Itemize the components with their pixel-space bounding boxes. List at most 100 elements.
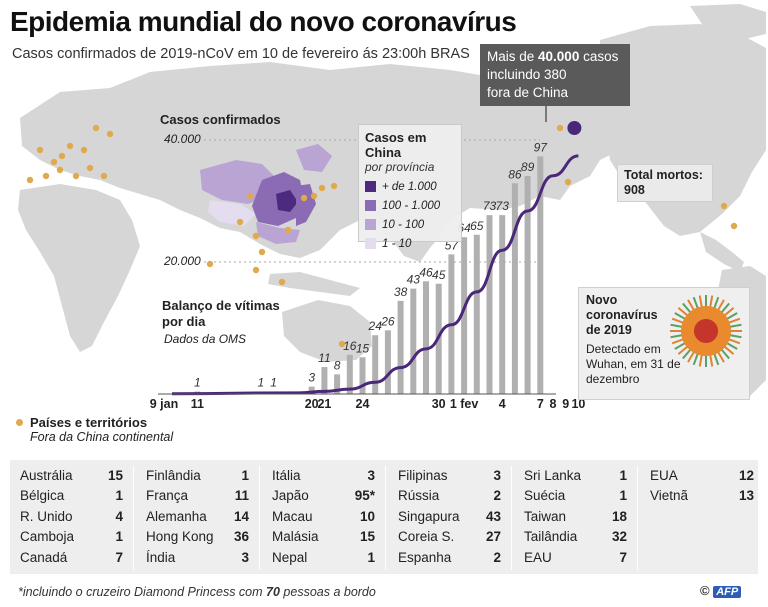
cases-curve-endpoint [567, 121, 582, 135]
country-dot [72, 172, 80, 180]
table-column: Austrália 15 Bélgica 1 R. Unido 4 Camboja 1 Cana… [10, 466, 134, 570]
country-dot [556, 124, 564, 132]
country-name: Suécia [524, 488, 566, 504]
x-tick-label: 24 [356, 397, 370, 411]
virus-spike [677, 345, 689, 355]
country-name: Sri Lanka [524, 468, 582, 483]
china-legend-title: Casos em China [365, 130, 427, 160]
table-row: Nepal 1 [262, 548, 385, 568]
legend-label: 1 - 10 [382, 237, 412, 250]
country-case-count: 32 [611, 529, 627, 545]
death-bar [359, 357, 366, 394]
death-bar-label: 26 [380, 314, 395, 328]
legend-swatch [365, 238, 376, 249]
cases-axis-title: Casos confirmados [160, 112, 281, 127]
table-row: R. Unido 4 [10, 507, 133, 527]
total-deaths-label: Total mortos: [624, 168, 703, 182]
death-bar [384, 330, 391, 394]
death-bar [511, 183, 518, 394]
country-name: Japão [272, 488, 309, 504]
country-name: Malásia [272, 529, 319, 545]
death-bar-label: 65 [470, 219, 484, 233]
virus-spike [674, 342, 686, 350]
total-deaths-box: Total mortos: 908 [617, 164, 713, 202]
country-name: Espanha [398, 549, 452, 565]
virus-spike [687, 299, 695, 311]
death-bar-label: 73 [483, 199, 497, 213]
virus-title: Novo coronavírus de 2019 [586, 293, 658, 337]
country-dot [300, 194, 308, 202]
countries-legend: Países e territórios Fora da China conti… [16, 415, 173, 444]
country-dot [66, 142, 74, 150]
legend-swatch [365, 181, 376, 192]
footnote-prefix: *incluindo o cruzeiro Diamond Princess c… [18, 585, 267, 599]
country-name: Itália [272, 468, 301, 483]
china-legend-subtitle: por província [365, 160, 435, 174]
deaths-source: Dados da OMS [164, 332, 247, 346]
virus-spike [723, 307, 735, 317]
virus-spike [717, 299, 725, 311]
virus-spike [671, 317, 684, 324]
death-bar [334, 374, 341, 394]
virus-spike [674, 312, 686, 320]
x-tick-label: 9 [562, 397, 569, 411]
virus-spike [670, 334, 683, 339]
footnote-bold: 70 [266, 585, 280, 599]
countries-legend-title: Países e territórios [16, 415, 173, 430]
country-case-count: 4 [115, 508, 123, 524]
cases-curve [171, 154, 579, 396]
callout-bold-value: 40.000 [538, 49, 580, 64]
china-region-hubei [276, 190, 298, 212]
death-bar [397, 300, 404, 394]
page-subtitle: Casos confirmados de 2019-nCoV em 10 de … [12, 46, 470, 62]
country-dot [206, 260, 214, 268]
country-dot [236, 218, 244, 226]
virus-spike [682, 348, 692, 360]
table-row: Filipinas 3 [388, 466, 511, 486]
country-case-count: 1 [619, 468, 627, 483]
country-dot [252, 232, 260, 240]
country-name: Singapura [398, 508, 460, 524]
country-dot [92, 124, 100, 132]
virus-spike [726, 342, 738, 350]
virus-spike [720, 348, 730, 360]
china-provinces [200, 144, 332, 244]
x-tick-label: 7 [537, 397, 544, 411]
footnote-suffix: pessoas a bordo [279, 585, 376, 599]
table-row: Finlândia 1 [136, 466, 259, 486]
virus-spike [723, 345, 735, 355]
country-name: Finlândia [146, 468, 201, 483]
virus-spike [728, 317, 741, 324]
country-name: Macau [272, 508, 313, 524]
x-tick-label: 1 fev [450, 397, 479, 411]
map-africa [18, 184, 140, 352]
country-dot [56, 166, 64, 174]
country-name: Filipinas [398, 468, 448, 483]
death-bar-label: 43 [407, 273, 421, 287]
dot-icon [16, 419, 23, 426]
virus-description: Detectado em Wuhan, em 31 de dezembro [586, 342, 681, 386]
table-row: Austrália 15 [10, 466, 133, 486]
death-bar-label: 11 [318, 351, 330, 365]
table-row: Macau 10 [262, 507, 385, 527]
x-tick-label: 11 [191, 397, 204, 411]
country-dot [720, 202, 728, 210]
coronavirus-icon [670, 295, 742, 367]
death-bar [423, 281, 429, 394]
table-column: Itália 3 Japão 95* Macau 10 Malásia 15 Nepal 1 [262, 466, 386, 570]
country-name: EUA [650, 468, 678, 483]
callout-line-3: fora de China [487, 85, 569, 100]
country-name: Vietnã [650, 488, 689, 504]
table-row: Coreia S. 27 [388, 527, 511, 547]
country-dot [330, 182, 338, 190]
country-case-count: 3 [241, 549, 249, 565]
callout-suffix: casos [579, 49, 619, 64]
virus-core [694, 319, 718, 343]
death-bar [372, 335, 379, 394]
death-bar-label: 1 [270, 376, 277, 390]
cases-callout: Mais de 40.000 casos incluindo 380 fora … [480, 44, 630, 106]
table-row: França 11 [136, 486, 259, 506]
country-dot [246, 192, 254, 200]
map-central-america [700, 232, 744, 272]
country-dot [278, 278, 286, 286]
